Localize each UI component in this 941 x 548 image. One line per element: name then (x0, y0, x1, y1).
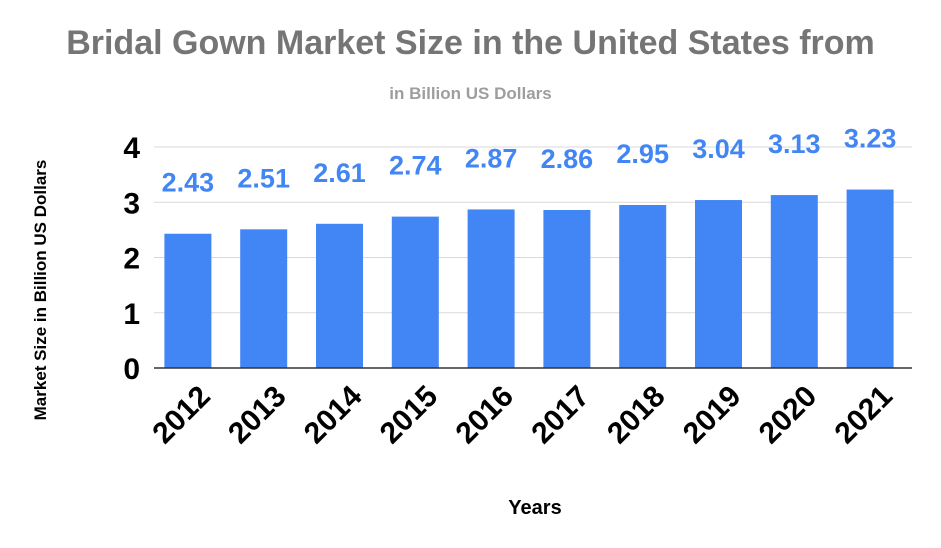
chart-subtitle: in Billion US Dollars (389, 84, 552, 103)
bar (770, 195, 818, 368)
bar (543, 209, 591, 368)
x-tick-label: 2014 (298, 379, 369, 450)
bar (316, 223, 363, 368)
data-label: 2.43 (162, 168, 215, 198)
data-label: 3.23 (844, 124, 897, 154)
y-tick-label: 3 (123, 187, 140, 220)
y-tick-labels: 0 1 2 3 4 (123, 132, 140, 386)
data-labels: 2.43 2.51 2.61 2.74 2.87 2.86 2.95 3.04 3.13 3.23 (162, 124, 897, 198)
data-label: 3.04 (692, 134, 745, 164)
x-tick-label: 2016 (450, 380, 521, 451)
x-tick-label: 2021 (829, 380, 900, 451)
data-label: 2.95 (616, 139, 669, 169)
y-tick-label: 2 (123, 243, 140, 276)
bars (164, 189, 894, 368)
y-tick-label: 0 (123, 353, 140, 386)
bar (695, 200, 742, 368)
data-label: 2.74 (389, 151, 442, 181)
data-label: 2.61 (313, 158, 366, 188)
chart-title: Bridal Gown Market Size in the United St… (66, 24, 875, 62)
x-axis-title: Years (508, 497, 561, 519)
bar (391, 216, 439, 368)
x-tick-label: 2015 (374, 380, 445, 451)
x-tick-label: 2013 (222, 380, 293, 451)
bar (619, 205, 667, 368)
data-label: 2.86 (541, 144, 594, 174)
x-tick-label: 2019 (677, 380, 748, 451)
x-tick-label: 2020 (753, 380, 824, 451)
data-label: 2.51 (237, 163, 290, 193)
bar (467, 209, 515, 368)
bar (846, 189, 894, 368)
y-tick-label: 4 (123, 132, 140, 165)
y-tick-label: 1 (123, 298, 140, 331)
x-tick-label: 2018 (601, 380, 672, 451)
x-tick-labels: 2012 2013 2014 2015 2016 2017 2018 2019 2020 2021 (146, 379, 899, 450)
data-label: 3.13 (768, 129, 821, 159)
bar (164, 233, 212, 368)
y-axis-title: Market Size in Billion US Dollars (31, 160, 50, 421)
bar (240, 229, 288, 368)
x-tick-label: 2012 (146, 380, 217, 451)
x-tick-label: 2017 (525, 380, 596, 451)
data-label: 2.87 (465, 143, 518, 173)
